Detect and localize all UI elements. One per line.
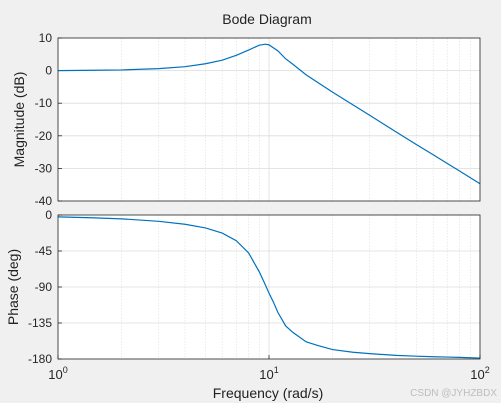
magnitude-axes-frame bbox=[57, 37, 481, 202]
magnitude-y-tick-label: 10 bbox=[39, 31, 53, 45]
plot-panels: 10 0 -10 -20 -30 -40 Magnitude (dB) 0 -45 -90 -135… bbox=[5, 31, 481, 366]
phase-y-tick-label: -135 bbox=[28, 316, 52, 330]
magnitude-line bbox=[57, 43, 481, 185]
phase-line bbox=[57, 216, 481, 359]
magnitude-y-tick-label: 0 bbox=[45, 64, 52, 78]
magnitude-y-tick-label: -10 bbox=[35, 96, 53, 110]
phase-y-axis-label: Phase (deg) bbox=[5, 249, 21, 325]
phase-y-tick-label: -90 bbox=[35, 280, 53, 294]
panel-phase: 0 -45 -90 -135 -180 Phase (deg) bbox=[5, 208, 481, 366]
x-axis: 100 101 102 bbox=[48, 355, 490, 382]
x-axis-label: Frequency (rad/s) bbox=[213, 385, 323, 401]
x-tick-label: 101 bbox=[259, 365, 278, 382]
phase-y-tick-label: -180 bbox=[28, 352, 52, 366]
magnitude-y-tick-label: -30 bbox=[35, 161, 53, 175]
x-tick-label: 100 bbox=[48, 365, 67, 382]
x-tick-label: 102 bbox=[470, 365, 489, 382]
magnitude-y-axis-label: Magnitude (dB) bbox=[11, 72, 27, 168]
phase-y-tick-label: -45 bbox=[35, 244, 53, 258]
chart-title: Bode Diagram bbox=[222, 11, 312, 27]
watermark: CSDN @JYHZBDX bbox=[410, 388, 497, 399]
panel-magnitude: 10 0 -10 -20 -30 -40 Magnitude (dB) bbox=[11, 31, 481, 208]
magnitude-y-tick-label: -20 bbox=[35, 129, 53, 143]
phase-y-tick-label: 0 bbox=[45, 208, 52, 222]
magnitude-y-tick-label: -40 bbox=[35, 194, 53, 208]
